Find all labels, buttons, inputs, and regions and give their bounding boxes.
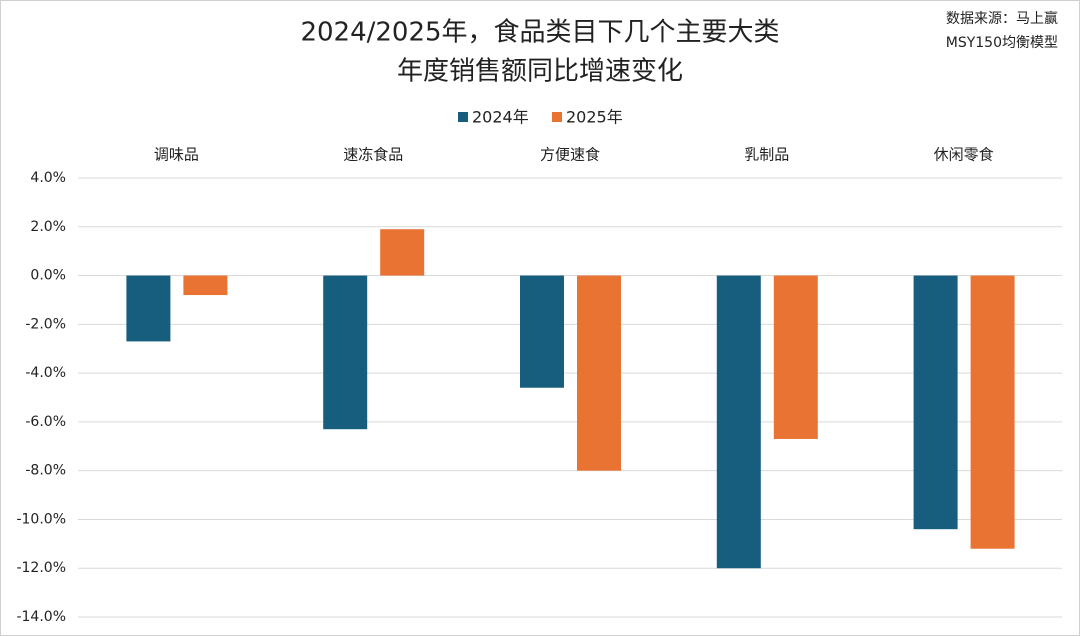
y-tick-label: -2.0% — [25, 316, 66, 332]
bar — [970, 275, 1015, 549]
bar — [716, 275, 761, 569]
legend-label: 2025年 — [566, 108, 623, 127]
category-label: 乳制品 — [744, 146, 789, 164]
bar — [323, 275, 368, 430]
bar — [913, 275, 958, 530]
bar — [183, 275, 228, 296]
y-tick-label: 4.0% — [30, 170, 66, 186]
category-label: 方便速食 — [540, 146, 600, 164]
legend-swatch — [552, 112, 562, 122]
bar — [773, 275, 818, 439]
y-tick-label: -4.0% — [25, 365, 66, 381]
legend-label: 2024年 — [472, 108, 529, 127]
y-tick-label: -10.0% — [16, 511, 66, 527]
y-tick-label: -8.0% — [25, 463, 66, 479]
source-note: MSY150均衡模型 — [946, 35, 1058, 51]
category-label: 调味品 — [154, 146, 199, 164]
y-tick-label: 2.0% — [30, 219, 66, 235]
y-tick-label: -6.0% — [25, 414, 66, 430]
bar — [520, 275, 564, 388]
source-note: 数据来源：马上赢 — [946, 10, 1058, 27]
category-label: 休闲零食 — [934, 146, 994, 164]
category-label: 速冻食品 — [343, 146, 403, 164]
chart-title: 2024/2025年，食品类目下几个主要大类 — [300, 18, 779, 48]
y-tick-label: -14.0% — [16, 609, 66, 625]
bar — [380, 229, 425, 276]
bar — [577, 275, 621, 471]
chart-title: 年度销售额同比增速变化 — [397, 57, 683, 87]
y-tick-label: -12.0% — [16, 560, 66, 576]
legend-swatch — [458, 112, 468, 122]
bar — [126, 275, 171, 342]
y-tick-label: 0.0% — [30, 268, 66, 284]
